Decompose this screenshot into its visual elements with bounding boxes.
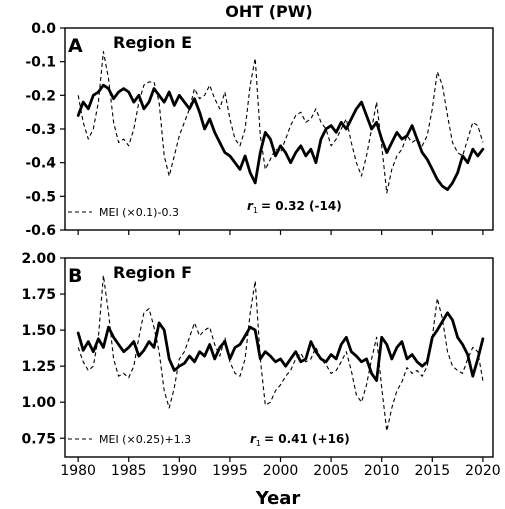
corr-symbol: r [250,432,257,446]
x-tick-label: 2020 [465,463,501,479]
x-tick-label: 1990 [162,463,198,479]
corr-subscript: 1 [253,206,258,215]
figure-title: OHT (PW) [225,2,312,21]
y-tick-label: 0.0 [31,21,56,37]
mei-dashed-line [77,274,484,432]
x-tick-label: 1995 [212,463,248,479]
y-tick-label: 1.50 [21,323,56,339]
x-tick-label: 2010 [364,463,400,479]
oht-solid-line [76,311,485,382]
corr-value: = 0.41 (+16) [264,432,350,446]
y-tick-label: 1.25 [21,359,56,375]
plot-frame [64,257,494,458]
corr-value: = 0.32 (-14) [261,199,342,213]
legend-label: MEI (×0.1)-0.3 [99,206,179,219]
x-tick-label: 2005 [313,463,349,479]
region-label: Region F [113,263,192,282]
y-tick-label: -0.2 [25,88,56,104]
y-tick-label: -0.5 [25,189,56,205]
correlation-label: r1 = 0.32 (-14) [247,199,342,215]
x-tick-label: 2000 [263,463,299,479]
oht-solid-line [76,83,485,191]
y-tick-label: 2.00 [21,251,56,267]
panel-region-e: 0.0 -0.1 -0.2 -0.3 -0.4 -0.5 -0.6 A Region E MEI … [25,21,494,239]
x-tick-label: 1980 [60,463,96,479]
correlation-label: r1 = 0.41 (+16) [250,432,350,448]
x-tick-label: 1985 [111,463,147,479]
y-tick-label: -0.1 [25,55,56,71]
corr-symbol: r [247,199,254,213]
y-tick-label: -0.6 [25,223,56,239]
y-tick-label: -0.4 [25,156,56,172]
panel-letter: A [68,35,83,57]
y-tick-label: 0.75 [21,431,56,447]
mei-dashed-line [77,51,484,194]
x-tick-label: 2015 [414,463,450,479]
y-tick-label: 1.75 [21,287,56,303]
panel-letter: B [68,265,82,287]
y-tick-label: -0.3 [25,122,56,138]
y-tick-label: 1.00 [21,395,56,411]
x-axis-label: Year [255,488,301,509]
corr-subscript: 1 [256,439,261,448]
legend-label: MEI (×0.25)+1.3 [99,433,191,446]
region-label: Region E [113,33,192,52]
